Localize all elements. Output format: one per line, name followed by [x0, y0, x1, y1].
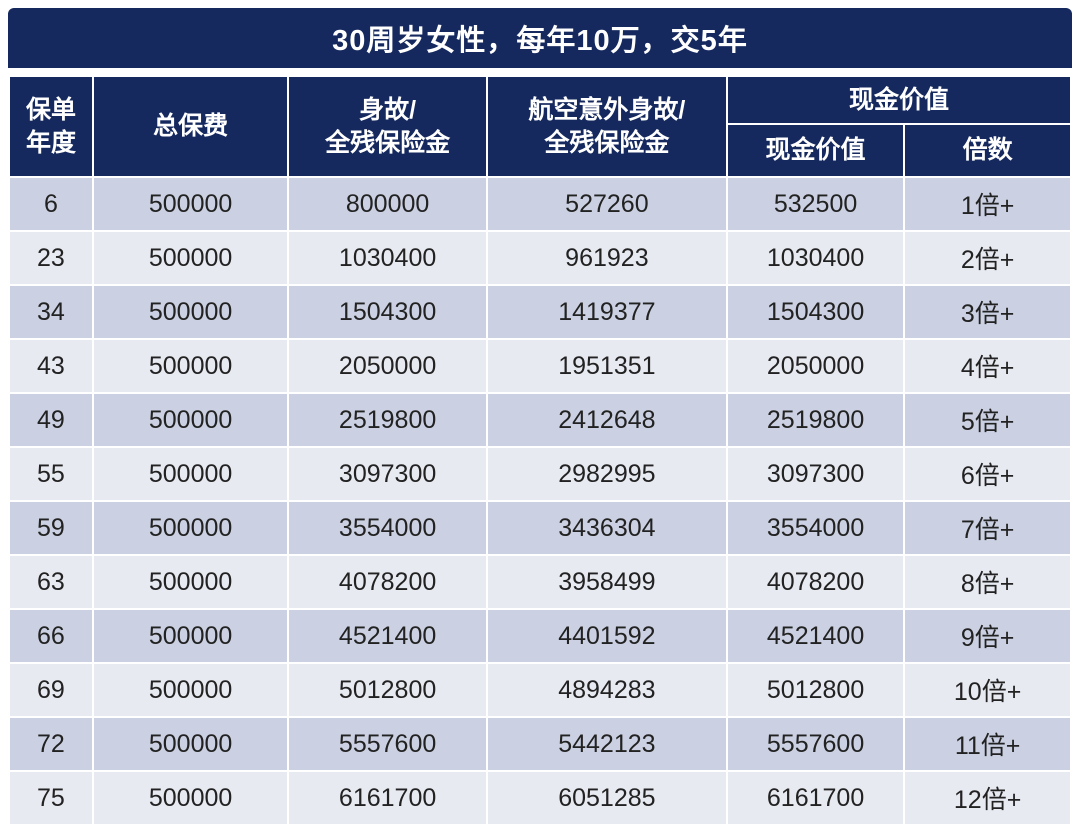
table-cell: 500000 [91, 500, 290, 556]
table-cell: 72 [8, 716, 94, 772]
table-cell: 4倍+ [903, 338, 1072, 394]
header-multiple: 倍数 [903, 123, 1072, 178]
table-cell: 3958499 [485, 554, 728, 610]
table-cell: 6051285 [485, 770, 728, 826]
table-cell: 500000 [91, 230, 290, 286]
table-cell: 23 [8, 230, 94, 286]
table-title-bar: 30周岁女性，每年10万，交5年 [8, 8, 1072, 68]
table-cell: 5012800 [287, 662, 488, 718]
table-cell: 4521400 [287, 608, 488, 664]
table-body: 6 500000 800000 527260 532500 1倍+ 23 500000 1030… [8, 176, 1072, 826]
table-cell: 961923 [485, 230, 728, 286]
table-cell: 500000 [91, 608, 290, 664]
table-cell: 2519800 [725, 392, 906, 448]
table-cell: 5557600 [287, 716, 488, 772]
table-cell: 500000 [91, 176, 290, 232]
table-cell: 4521400 [725, 608, 906, 664]
table-row: 63 500000 4078200 3958499 4078200 8倍+ [8, 554, 1072, 610]
policy-benefits-table: 保单 年度 总保费 身故/ 全残保险金 航空意外身故/ 全残保险金 现金价值 现… [8, 75, 1073, 826]
table-cell: 8倍+ [903, 554, 1072, 610]
table-cell: 1030400 [287, 230, 488, 286]
table-cell: 6 [8, 176, 94, 232]
table-row: 69 500000 5012800 4894283 5012800 10倍+ [8, 662, 1072, 718]
table-cell: 800000 [287, 176, 488, 232]
table-cell: 1504300 [725, 284, 906, 340]
table-cell: 2倍+ [903, 230, 1072, 286]
table-cell: 3097300 [287, 446, 488, 502]
table-cell: 5557600 [725, 716, 906, 772]
table-cell: 532500 [725, 176, 906, 232]
table-cell: 66 [8, 608, 94, 664]
header-policy-year: 保单 年度 [8, 75, 94, 178]
table-row: 6 500000 800000 527260 532500 1倍+ [8, 176, 1072, 232]
table-cell: 1504300 [287, 284, 488, 340]
header-cash-value-group: 现金价值 [725, 75, 1073, 125]
table-header: 保单 年度 总保费 身故/ 全残保险金 航空意外身故/ 全残保险金 现金价值 现… [8, 75, 1073, 178]
table-row: 75 500000 6161700 6051285 6161700 12倍+ [8, 770, 1072, 826]
table-cell: 7倍+ [903, 500, 1072, 556]
table-cell: 6倍+ [903, 446, 1072, 502]
table-cell: 12倍+ [903, 770, 1072, 826]
table-cell: 2412648 [485, 392, 728, 448]
table-cell: 1419377 [485, 284, 728, 340]
table-cell: 500000 [91, 662, 290, 718]
table-cell: 3554000 [725, 500, 906, 556]
table-cell: 4078200 [287, 554, 488, 610]
table-row: 59 500000 3554000 3436304 3554000 7倍+ [8, 500, 1072, 556]
table-cell: 4078200 [725, 554, 906, 610]
table-cell: 500000 [91, 716, 290, 772]
table-cell: 4401592 [485, 608, 728, 664]
table-cell: 11倍+ [903, 716, 1072, 772]
table-row: 55 500000 3097300 2982995 3097300 6倍+ [8, 446, 1072, 502]
table-cell: 500000 [91, 770, 290, 826]
table-cell: 6161700 [287, 770, 488, 826]
table-row: 49 500000 2519800 2412648 2519800 5倍+ [8, 392, 1072, 448]
table-cell: 2982995 [485, 446, 728, 502]
table-cell: 500000 [91, 284, 290, 340]
table-cell: 1030400 [725, 230, 906, 286]
table-cell: 5442123 [485, 716, 728, 772]
header-row-top: 保单 年度 总保费 身故/ 全残保险金 航空意外身故/ 全残保险金 现金价值 [8, 75, 1073, 178]
header-death-disability-benefit: 身故/ 全残保险金 [287, 75, 488, 178]
table-cell: 34 [8, 284, 94, 340]
table-cell: 49 [8, 392, 94, 448]
table-cell: 527260 [485, 176, 728, 232]
table-row: 34 500000 1504300 1419377 1504300 3倍+ [8, 284, 1072, 340]
table-cell: 2050000 [725, 338, 906, 394]
table-cell: 3097300 [725, 446, 906, 502]
header-total-premium: 总保费 [91, 75, 290, 178]
table-cell: 10倍+ [903, 662, 1072, 718]
table-cell: 3554000 [287, 500, 488, 556]
table-cell: 55 [8, 446, 94, 502]
table-row: 43 500000 2050000 1951351 2050000 4倍+ [8, 338, 1072, 394]
header-cash-value: 现金价值 [725, 123, 906, 178]
table-cell: 500000 [91, 446, 290, 502]
table-cell: 1951351 [485, 338, 728, 394]
table-cell: 43 [8, 338, 94, 394]
header-row-sub: 现金价值 倍数 [9, 123, 1072, 178]
header-aviation-accident-benefit: 航空意外身故/ 全残保险金 [485, 75, 728, 178]
table-cell: 2519800 [287, 392, 488, 448]
table-row: 72 500000 5557600 5442123 5557600 11倍+ [8, 716, 1072, 772]
table-title: 30周岁女性，每年10万，交5年 [332, 25, 748, 57]
table-cell: 3倍+ [903, 284, 1072, 340]
table-cell: 6161700 [725, 770, 906, 826]
table-cell: 3436304 [485, 500, 728, 556]
table-row: 66 500000 4521400 4401592 4521400 9倍+ [8, 608, 1072, 664]
table-cell: 1倍+ [903, 176, 1072, 232]
table-row: 23 500000 1030400 961923 1030400 2倍+ [8, 230, 1072, 286]
table-cell: 63 [8, 554, 94, 610]
table-cell: 500000 [91, 554, 290, 610]
table-cell: 500000 [91, 392, 290, 448]
table-cell: 9倍+ [903, 608, 1072, 664]
table-cell: 59 [8, 500, 94, 556]
table-cell: 500000 [91, 338, 290, 394]
table-cell: 69 [8, 662, 94, 718]
table-cell: 75 [8, 770, 94, 826]
table-cell: 4894283 [485, 662, 728, 718]
table-cell: 5012800 [725, 662, 906, 718]
table-cell: 2050000 [287, 338, 488, 394]
table-cell: 5倍+ [903, 392, 1072, 448]
